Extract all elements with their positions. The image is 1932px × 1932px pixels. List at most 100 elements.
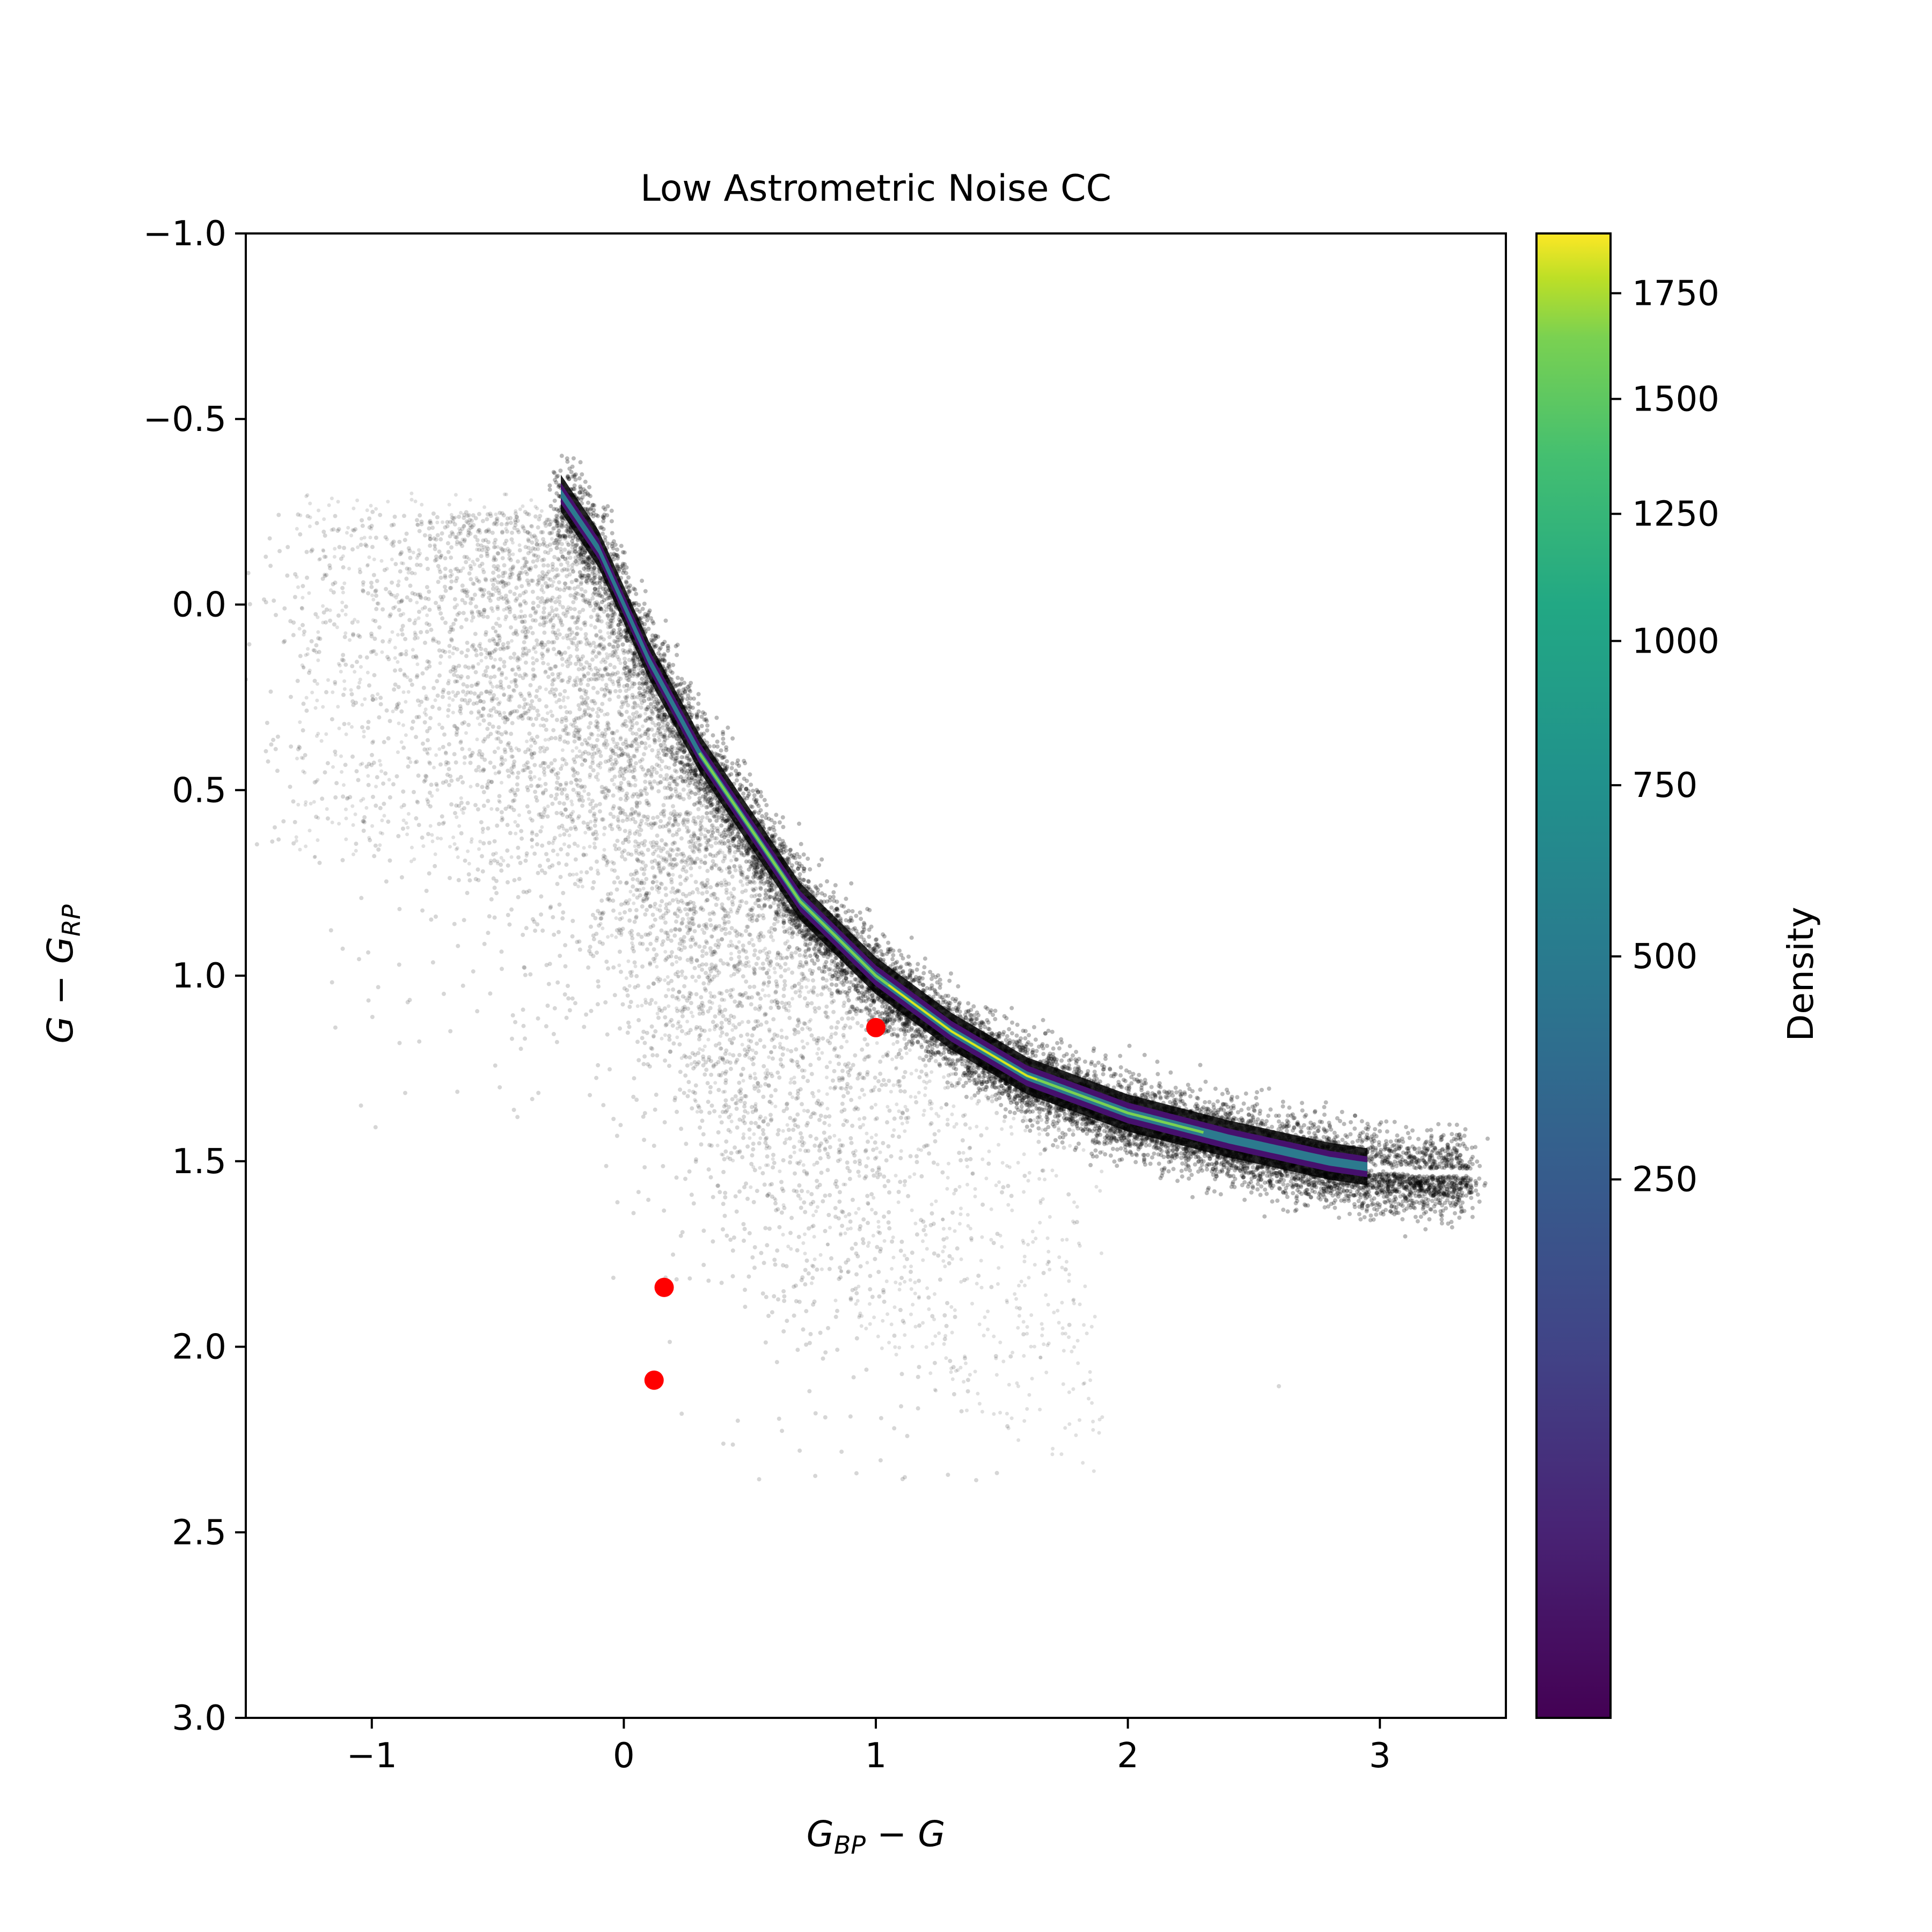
scatter-dot bbox=[1408, 1154, 1413, 1159]
scatter-dot bbox=[887, 1012, 891, 1017]
scatter-dot bbox=[1252, 1175, 1257, 1180]
scatter-dot bbox=[1201, 1105, 1206, 1110]
scatter-dot bbox=[1119, 1157, 1124, 1162]
scatter-dot bbox=[849, 881, 854, 886]
scatter-dot bbox=[897, 948, 902, 953]
scatter-dot bbox=[1015, 1041, 1020, 1045]
scatter-dot bbox=[611, 610, 616, 614]
scatter-dot bbox=[1445, 1187, 1450, 1191]
scatter-dot bbox=[895, 965, 899, 970]
scatter-dot bbox=[1123, 1141, 1128, 1146]
scatter-dot bbox=[729, 766, 734, 771]
scatter-dot bbox=[675, 676, 680, 680]
scatter-dot bbox=[853, 977, 858, 982]
scatter-dot bbox=[885, 947, 890, 952]
scatter-dot bbox=[623, 635, 627, 640]
scatter-dot bbox=[825, 899, 830, 904]
scatter-dot bbox=[615, 556, 620, 561]
scatter-dot bbox=[770, 834, 774, 839]
scatter-dot bbox=[1073, 1066, 1078, 1071]
scatter-dot bbox=[1104, 1141, 1109, 1146]
scatter-dot bbox=[859, 917, 863, 921]
scatter-dot bbox=[759, 872, 764, 876]
scatter-dot bbox=[938, 977, 942, 982]
scatter-dot bbox=[1439, 1217, 1444, 1222]
scatter-dot bbox=[1215, 1154, 1220, 1159]
scatter-dot bbox=[1221, 1162, 1226, 1167]
scatter-dot bbox=[640, 579, 645, 583]
scatter-dot bbox=[1415, 1219, 1420, 1224]
scatter-dot bbox=[885, 1015, 890, 1019]
scatter-dot bbox=[1154, 1140, 1159, 1145]
scatter-dot bbox=[610, 541, 614, 546]
scatter-dot bbox=[1033, 1053, 1038, 1058]
scatter-dot bbox=[667, 662, 671, 667]
scatter-dot bbox=[806, 885, 811, 889]
scatter-dot bbox=[1457, 1216, 1462, 1220]
scatter-dot bbox=[1027, 1033, 1031, 1037]
scatter-dot bbox=[1450, 1164, 1454, 1169]
scatter-dot bbox=[1137, 1073, 1141, 1078]
scatter-dot bbox=[1406, 1161, 1410, 1166]
scatter-dot bbox=[699, 723, 704, 728]
scatter-dot bbox=[861, 938, 866, 942]
scatter-dot bbox=[623, 671, 628, 676]
scatter-dot bbox=[1377, 1143, 1381, 1147]
scatter-dot bbox=[1179, 1168, 1184, 1173]
scatter-dot bbox=[1419, 1181, 1424, 1185]
scatter-dot bbox=[666, 748, 671, 752]
scatter-dot bbox=[882, 934, 887, 939]
scatter-dot bbox=[1337, 1216, 1341, 1220]
scatter-dot bbox=[580, 472, 584, 477]
scatter-dot bbox=[1148, 1094, 1153, 1099]
scatter-dot bbox=[705, 740, 709, 745]
scatter-dot bbox=[1334, 1181, 1338, 1186]
scatter-dot bbox=[1327, 1183, 1332, 1188]
scatter-dot bbox=[731, 826, 736, 831]
scatter-dot bbox=[1006, 1086, 1011, 1091]
scatter-dot bbox=[730, 761, 735, 766]
scatter-dot bbox=[1030, 1109, 1035, 1114]
scatter-dot bbox=[1218, 1107, 1223, 1112]
scatter-dot bbox=[732, 864, 737, 869]
scatter-dot bbox=[705, 723, 710, 728]
scatter-dot bbox=[1404, 1184, 1409, 1189]
scatter-dot bbox=[580, 573, 584, 578]
scatter-dot bbox=[1187, 1087, 1192, 1091]
scatter-dot bbox=[1070, 1114, 1075, 1119]
scatter-dot bbox=[637, 609, 642, 614]
scatter-dot bbox=[1284, 1129, 1289, 1133]
scatter-dot bbox=[1057, 1113, 1062, 1117]
scatter-dot bbox=[642, 673, 647, 678]
scatter-dot bbox=[1266, 1114, 1271, 1118]
scatter-dot bbox=[1382, 1147, 1387, 1152]
scatter-dot bbox=[1287, 1105, 1292, 1110]
scatter-dot bbox=[616, 623, 621, 627]
scatter-dot bbox=[1438, 1198, 1443, 1203]
scatter-dot bbox=[1360, 1130, 1365, 1135]
scatter-dot bbox=[977, 1080, 982, 1085]
scatter-dot bbox=[686, 693, 691, 698]
scatter-dot bbox=[914, 967, 919, 972]
scatter-dot bbox=[1362, 1215, 1367, 1220]
scatter-dot bbox=[1021, 1045, 1026, 1050]
scatter-dot bbox=[1137, 1079, 1141, 1084]
scatter-dot bbox=[801, 852, 806, 857]
scatter-dot bbox=[1135, 1153, 1139, 1158]
scatter-dot bbox=[1004, 1038, 1008, 1042]
scatter-dot bbox=[1034, 1049, 1039, 1053]
scatter-dot bbox=[888, 947, 893, 952]
scatter-dot bbox=[1429, 1144, 1433, 1148]
scatter-dot bbox=[841, 982, 846, 987]
scatter-dot bbox=[801, 935, 806, 940]
scatter-dot bbox=[762, 797, 767, 802]
scatter-dot bbox=[1371, 1136, 1376, 1141]
scatter-dot bbox=[1373, 1163, 1378, 1168]
scatter-dot bbox=[1444, 1206, 1448, 1211]
scatter-dot bbox=[1204, 1163, 1209, 1168]
scatter-dot bbox=[1122, 1130, 1127, 1135]
scatter-dot bbox=[1392, 1171, 1397, 1176]
scatter-dot bbox=[1397, 1146, 1402, 1151]
scatter-dot bbox=[1431, 1194, 1436, 1198]
scatter-dot bbox=[583, 565, 588, 569]
